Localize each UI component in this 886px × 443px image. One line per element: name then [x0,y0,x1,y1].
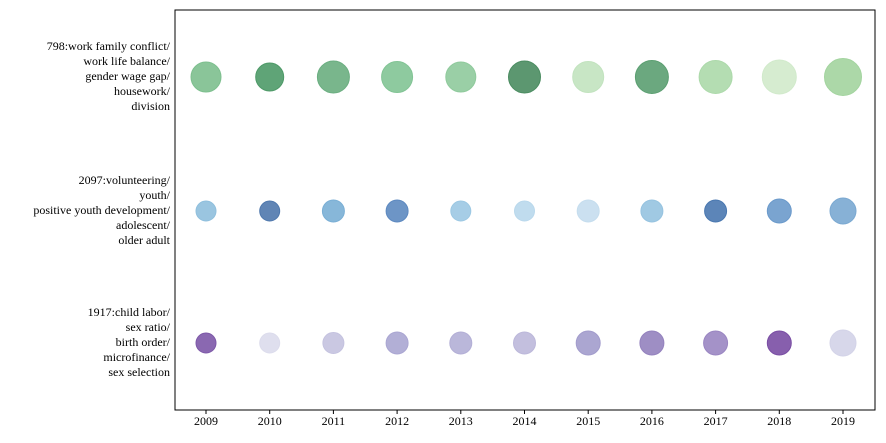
bubble [703,330,729,356]
bubble [316,60,350,94]
y-tick-label: sex ratio/ [126,320,171,334]
x-tick-label: 2018 [767,414,791,428]
x-tick-label: 2013 [449,414,473,428]
y-tick-label: youth/ [139,188,170,202]
x-tick-label: 2009 [194,414,218,428]
bubble [195,200,217,222]
x-tick-label: 2017 [704,414,728,428]
y-tick-label: positive youth development/ [33,203,170,217]
bubble [829,197,857,225]
bubble [445,61,477,93]
bubble [829,329,857,357]
bubble [508,60,541,94]
y-tick-label: work life balance/ [83,54,170,68]
bubble [450,200,472,222]
x-tick-label: 2015 [576,414,600,428]
x-tick-label: 2014 [513,414,537,428]
y-tick-label: 798:work family conflict/ [47,39,171,53]
x-tick-label: 2011 [322,414,346,428]
y-tick-label: birth order/ [116,335,171,349]
bubble [513,331,536,355]
bubble [259,332,281,354]
bubble [514,200,535,222]
bubble [766,198,792,224]
bubble [385,331,409,355]
y-tick-label: 1917:child labor/ [88,305,171,319]
x-tick-label: 2012 [385,414,409,428]
bubble [576,199,600,223]
y-tick-label: division [131,99,170,113]
bubble [190,61,222,93]
bubble [449,331,473,355]
bubble [255,62,285,92]
y-tick-label: housework/ [114,84,171,98]
bubble [704,199,728,223]
y-tick-label: older adult [118,233,170,247]
bubble [824,58,862,96]
bubble [321,199,345,223]
bubble [761,59,797,95]
bubble [575,330,601,356]
bubble [195,332,217,354]
x-tick-label: 2016 [640,414,664,428]
bubble [385,199,409,223]
bubble [259,200,281,222]
y-tick-label: adolescent/ [116,218,171,232]
bubble [572,61,605,93]
bubble [698,60,733,94]
bubble [639,330,665,356]
y-tick-label: microfinance/ [103,350,170,364]
bubble [381,61,414,93]
y-tick-label: gender wage gap/ [85,69,170,83]
bubble [640,199,664,223]
x-tick-label: 2019 [831,414,855,428]
bubble [766,330,792,356]
x-tick-label: 2010 [258,414,282,428]
bubble [634,60,669,94]
y-tick-label: sex selection [108,365,170,379]
bubble [322,332,345,354]
y-tick-label: 2097:volunteering/ [79,173,171,187]
